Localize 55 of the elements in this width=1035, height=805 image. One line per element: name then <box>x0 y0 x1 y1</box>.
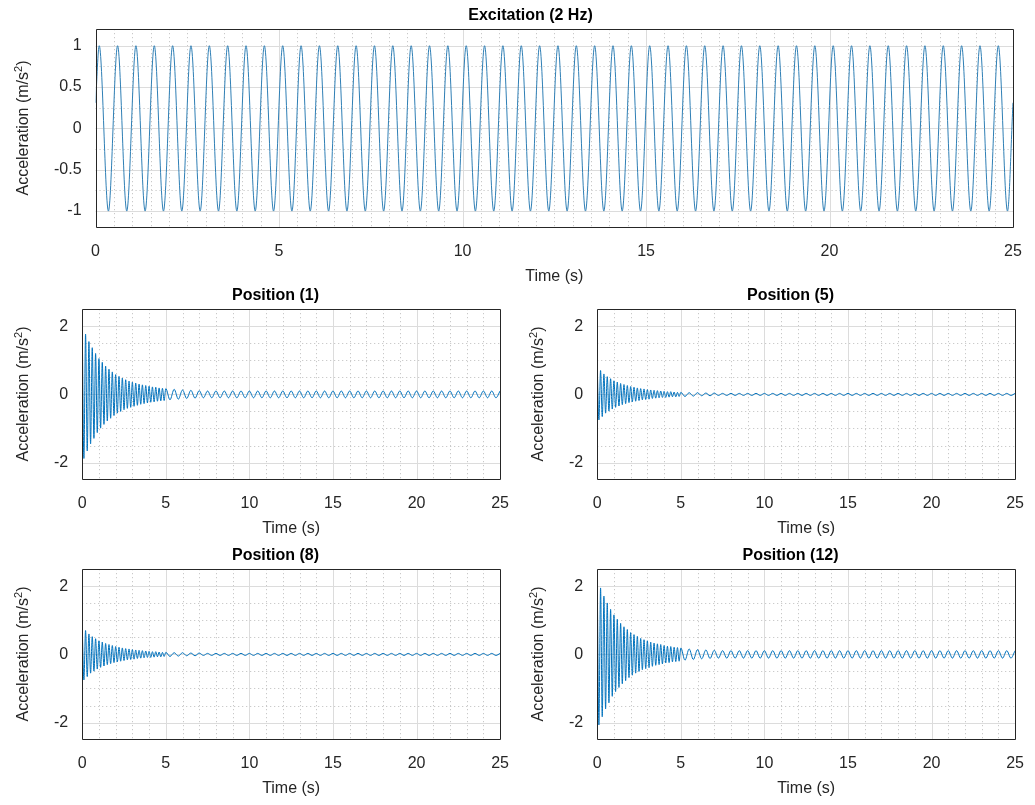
y-tick-label: 2 <box>59 316 69 334</box>
y-tick-label: 0.5 <box>59 77 82 95</box>
x-tick-label: 0 <box>592 753 602 771</box>
x-tick-label: 25 <box>1004 241 1022 259</box>
x-tick-label: 25 <box>1006 493 1025 511</box>
x-tick-label: 15 <box>839 493 857 511</box>
x-tick-label: 0 <box>91 241 101 259</box>
x-tick-label: 20 <box>922 493 941 511</box>
x-tick-label: 20 <box>407 493 426 511</box>
chart-title: Position (1) <box>231 286 320 304</box>
chart-title: Position (8) <box>231 546 320 564</box>
y-tick-label: -1 <box>67 201 82 219</box>
y-tick-label: 0 <box>59 644 69 662</box>
x-tick-label: 10 <box>755 493 774 511</box>
x-tick-label: 10 <box>453 241 472 259</box>
x-axis-title: Time (s) <box>262 518 321 536</box>
y-tick-label: -0.5 <box>53 160 82 178</box>
x-tick-label: 20 <box>820 241 839 259</box>
y-tick-label: 1 <box>72 36 82 54</box>
x-tick-label: 25 <box>491 753 510 771</box>
chart-title: Position (5) <box>746 286 835 304</box>
y-tick-label: -2 <box>53 712 69 730</box>
x-axis-title: Time (s) <box>262 778 321 796</box>
x-tick-label: 0 <box>592 493 602 511</box>
x-tick-label: 10 <box>240 753 259 771</box>
y-tick-label: 0 <box>72 118 82 136</box>
x-tick-label: 15 <box>324 493 342 511</box>
x-tick-label: 15 <box>324 753 342 771</box>
y-tick-label: 2 <box>59 576 69 594</box>
x-axis-title: Time (s) <box>777 778 836 796</box>
x-axis-title: Time (s) <box>777 518 836 536</box>
x-tick-label: 5 <box>161 753 171 771</box>
x-tick-label: 20 <box>407 753 426 771</box>
y-tick-label: -2 <box>568 452 584 470</box>
y-tick-label: 2 <box>574 576 584 594</box>
x-tick-label: 5 <box>274 241 284 259</box>
y-tick-label: 0 <box>574 644 584 662</box>
chart-title: Excitation (2 Hz) <box>468 6 593 24</box>
x-tick-label: 25 <box>1006 753 1025 771</box>
x-tick-label: 5 <box>161 493 171 511</box>
x-tick-label: 15 <box>637 241 656 259</box>
y-tick-label: -2 <box>53 452 69 470</box>
x-tick-label: 5 <box>676 493 686 511</box>
y-tick-label: 2 <box>574 316 584 334</box>
x-tick-label: 5 <box>676 753 686 771</box>
y-tick-label: 0 <box>59 384 69 402</box>
chart-title: Position (12) <box>742 546 839 564</box>
x-tick-label: 25 <box>491 493 510 511</box>
y-tick-label: 0 <box>574 384 584 402</box>
x-axis-title: Time (s) <box>525 266 584 284</box>
y-tick-label: -2 <box>568 712 584 730</box>
x-tick-label: 10 <box>755 753 774 771</box>
x-tick-label: 20 <box>922 753 941 771</box>
x-tick-label: 10 <box>240 493 259 511</box>
x-tick-label: 15 <box>839 753 857 771</box>
